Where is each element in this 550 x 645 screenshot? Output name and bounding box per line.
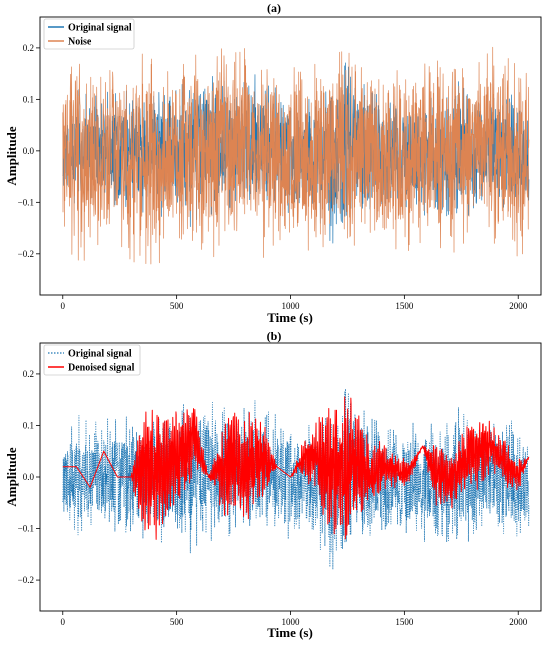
legend-noise-label: Noise [68,37,92,48]
legend-denoised-signal-label: Denoised signal [68,363,135,374]
y-tick-label: 0.2 [23,43,34,53]
panel-a-y-ticks: −0.2 −0.1 0.0 0.1 0.2 [18,43,40,259]
panel-a-title: (a) [267,1,281,15]
panel-a-x-ticks: 0 500 1000 1500 2000 [61,295,528,311]
x-tick-label: 0 [61,301,66,311]
x-tick-label: 500 [170,301,184,311]
panel-a-legend-box [43,18,135,50]
series-line-denoised-signal-b [62,396,530,540]
y-tick-label: −0.2 [18,575,34,585]
panel-b-y-ticks: −0.2 −0.1 0.0 0.1 0.2 [18,369,40,585]
y-tick-label: −0.1 [18,524,34,534]
panel-b-title: (b) [267,329,282,343]
x-tick-label: 2000 [509,301,528,311]
panel-b-y-label: Amplitude [4,447,19,506]
x-tick-label: 2000 [509,617,528,627]
panel-b: (b) 0 500 1000 1500 2000 −0.2 −0.1 0.0 0.1 0.2 T… [4,329,542,640]
x-tick-label: 1000 [282,617,301,627]
y-tick-label: −0.2 [18,249,34,259]
panel-b-series [62,388,530,570]
y-tick-label: 0.0 [23,146,35,156]
panel-a-legend: Original signal Noise [43,18,135,50]
panel-a-x-label: Time (s) [267,310,313,325]
y-tick-label: −0.1 [18,197,34,207]
panel-b-legend-box [43,344,141,376]
x-tick-label: 500 [170,617,184,627]
y-tick-label: 0.0 [23,472,35,482]
panel-a: (a) 0 500 1000 1500 2000 −0.2 −0.1 0.0 0.1 0.2 T… [4,1,542,325]
series-line-noise-a [62,46,530,265]
x-tick-label: 1500 [395,617,414,627]
x-tick-label: 1000 [282,301,301,311]
legend-original-signal-label-b: Original signal [68,349,132,360]
x-tick-label: 1500 [395,301,414,311]
legend-original-signal-label: Original signal [68,23,132,34]
x-tick-label: 0 [61,617,66,627]
panel-b-x-label: Time (s) [267,625,313,640]
panel-b-x-ticks: 0 500 1000 1500 2000 [61,611,528,627]
panel-b-legend: Original signal Denoised signal [43,344,141,376]
panel-a-y-label: Amplitude [4,126,19,185]
y-tick-label: 0.1 [23,420,34,430]
y-tick-label: 0.2 [23,369,34,379]
y-tick-label: 0.1 [23,94,34,104]
panel-a-series [62,46,530,265]
